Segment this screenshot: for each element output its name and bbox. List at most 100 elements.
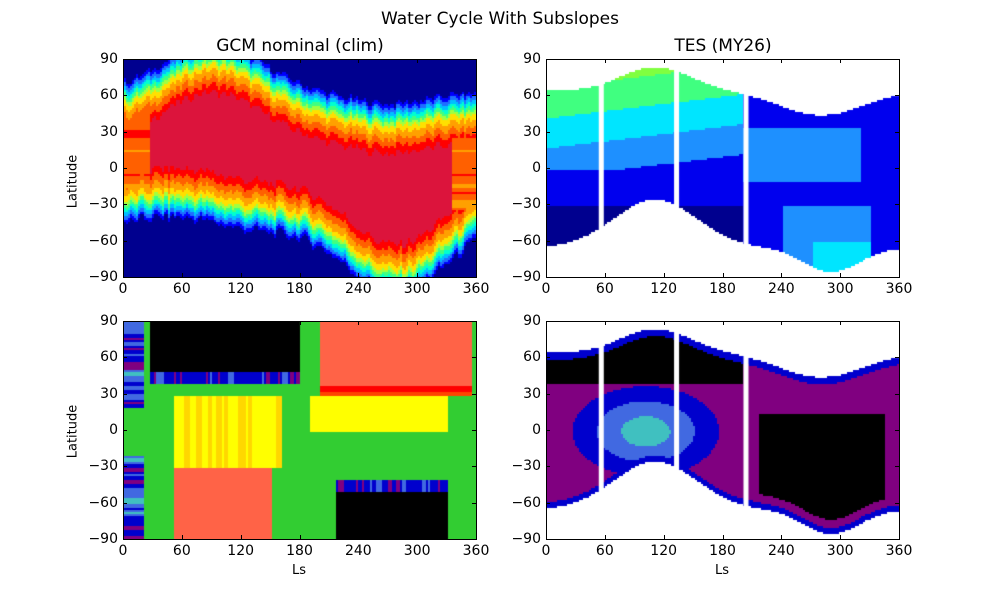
tes-top-field bbox=[547, 60, 899, 277]
y-tick-mark bbox=[895, 168, 899, 169]
x-tick-mark bbox=[781, 535, 782, 539]
x-tick-mark bbox=[664, 59, 665, 63]
y-tick-mark bbox=[546, 241, 550, 242]
y-tick-label: 0 bbox=[109, 422, 118, 438]
x-tick-mark bbox=[358, 535, 359, 539]
x-tick-label: 180 bbox=[286, 543, 313, 559]
x-tick-label: 0 bbox=[541, 543, 551, 559]
x-tick-mark bbox=[358, 273, 359, 277]
y-tick-mark bbox=[895, 204, 899, 205]
y-tick-label: −30 bbox=[88, 458, 118, 475]
tes-top-heatmap bbox=[546, 59, 900, 278]
x-tick-label: 60 bbox=[172, 543, 191, 559]
y-tick-mark bbox=[895, 503, 899, 504]
gcm-top-heatmap bbox=[123, 59, 477, 278]
x-tick-mark bbox=[300, 273, 301, 277]
y-tick-mark bbox=[895, 95, 899, 96]
x-tick-mark bbox=[605, 273, 606, 277]
x-tick-mark bbox=[781, 59, 782, 63]
x-tick-label: 240 bbox=[767, 281, 795, 297]
y-tick-mark bbox=[546, 466, 550, 467]
x-tick-mark bbox=[605, 59, 606, 63]
x-tick-mark bbox=[840, 321, 841, 325]
y-tick-label: −30 bbox=[511, 458, 541, 475]
x-tick-label: 360 bbox=[885, 281, 913, 297]
y-tick-mark bbox=[472, 95, 476, 96]
y-tick-mark bbox=[546, 168, 550, 169]
y-tick-label: 30 bbox=[523, 123, 541, 140]
x-tick-mark bbox=[300, 535, 301, 539]
x-tick-label: 0 bbox=[118, 281, 128, 297]
y-tick-mark bbox=[472, 503, 476, 504]
y-tick-mark bbox=[472, 241, 476, 242]
y-tick-mark bbox=[472, 204, 476, 205]
x-tick-label: 240 bbox=[344, 543, 372, 559]
x-tick-label: 240 bbox=[767, 543, 795, 559]
y-tick-label: 0 bbox=[532, 160, 541, 176]
x-tick-mark bbox=[605, 321, 606, 325]
x-tick-label: 360 bbox=[462, 281, 490, 297]
x-tick-mark bbox=[300, 321, 301, 325]
x-tick-mark bbox=[723, 535, 724, 539]
x-tick-label: 120 bbox=[227, 281, 255, 297]
x-tick-mark bbox=[241, 321, 242, 325]
x-tick-label: 0 bbox=[541, 281, 551, 297]
x-axis-label-left: Ls bbox=[291, 563, 306, 578]
y-tick-label: −60 bbox=[511, 494, 541, 511]
x-tick-mark bbox=[300, 59, 301, 63]
y-tick-mark bbox=[472, 357, 476, 358]
y-tick-label: −30 bbox=[511, 196, 541, 213]
y-tick-label: 60 bbox=[523, 349, 541, 366]
y-tick-label: −60 bbox=[88, 494, 118, 511]
x-tick-mark bbox=[241, 59, 242, 63]
x-tick-mark bbox=[241, 535, 242, 539]
y-tick-label: 0 bbox=[109, 160, 118, 176]
x-tick-label: 360 bbox=[885, 543, 913, 559]
panel-title-tes: TES (MY26) bbox=[674, 36, 772, 56]
gcm-top-field bbox=[124, 60, 476, 277]
x-tick-mark bbox=[664, 535, 665, 539]
y-tick-mark bbox=[472, 466, 476, 467]
y-tick-label: 90 bbox=[100, 51, 118, 67]
y-tick-label: −30 bbox=[88, 196, 118, 213]
x-tick-label: 0 bbox=[118, 543, 128, 559]
y-tick-mark bbox=[123, 204, 127, 205]
x-tick-label: 120 bbox=[650, 281, 678, 297]
x-tick-mark bbox=[840, 59, 841, 63]
y-tick-mark bbox=[895, 241, 899, 242]
x-tick-label: 300 bbox=[403, 281, 431, 297]
tes-bottom-field bbox=[547, 322, 899, 539]
x-tick-mark bbox=[664, 273, 665, 277]
x-tick-label: 60 bbox=[595, 543, 614, 559]
y-tick-mark bbox=[895, 357, 899, 358]
x-tick-mark bbox=[358, 321, 359, 325]
x-tick-label: 120 bbox=[650, 543, 678, 559]
y-tick-mark bbox=[123, 95, 127, 96]
x-tick-mark bbox=[182, 321, 183, 325]
x-tick-mark bbox=[723, 273, 724, 277]
y-tick-label: −90 bbox=[511, 269, 541, 285]
y-tick-label: −90 bbox=[88, 531, 118, 547]
y-tick-label: −90 bbox=[511, 531, 541, 547]
y-tick-label: −90 bbox=[88, 269, 118, 285]
y-tick-mark bbox=[546, 95, 550, 96]
tes-bottom-heatmap bbox=[546, 321, 900, 540]
y-tick-mark bbox=[895, 430, 899, 431]
y-tick-label: −60 bbox=[88, 232, 118, 249]
x-tick-mark bbox=[417, 321, 418, 325]
y-tick-mark bbox=[546, 357, 550, 358]
x-tick-mark bbox=[417, 59, 418, 63]
x-tick-mark bbox=[182, 535, 183, 539]
x-tick-mark bbox=[723, 321, 724, 325]
y-tick-mark bbox=[123, 357, 127, 358]
y-tick-label: 90 bbox=[523, 51, 541, 67]
x-tick-mark bbox=[182, 273, 183, 277]
y-tick-mark bbox=[123, 241, 127, 242]
x-tick-mark bbox=[781, 321, 782, 325]
x-tick-mark bbox=[664, 321, 665, 325]
x-tick-label: 360 bbox=[462, 543, 490, 559]
gcm-bottom-field bbox=[124, 322, 476, 539]
x-tick-mark bbox=[241, 273, 242, 277]
x-tick-label: 60 bbox=[595, 281, 614, 297]
y-tick-label: 30 bbox=[523, 385, 541, 402]
